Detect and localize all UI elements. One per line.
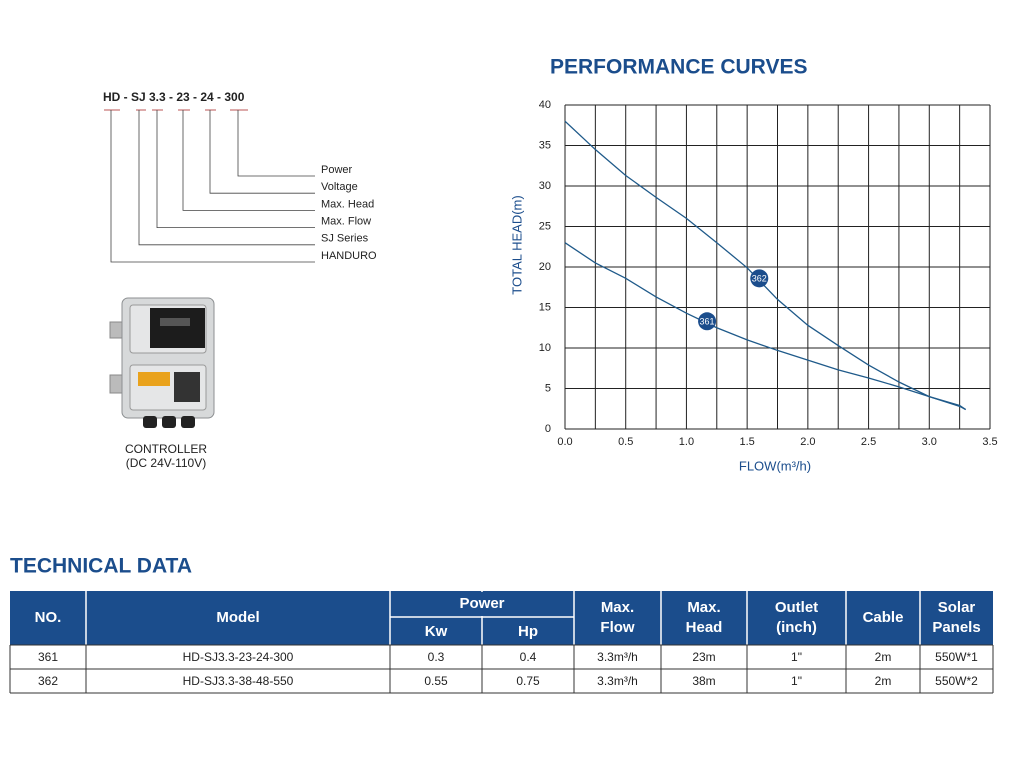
model-part-label: Voltage [321,181,358,193]
table-header: Solar [938,599,976,616]
table-cell: 2m [875,650,892,664]
model-part-label: HANDURO [321,250,377,262]
table-header: Power [459,595,504,612]
curve [564,120,967,411]
table-cell: 23m [692,650,715,664]
table-cell: 3.3m³/h [597,650,638,664]
model-part-label: Power [321,164,353,176]
y-tick-label: 0 [545,423,551,435]
table-header: Cable [863,609,904,626]
header-cover [481,592,483,616]
y-tick-label: 15 [539,301,551,313]
controller-caption: (DC 24V-110V) [126,456,206,470]
table-header: NO. [35,609,62,626]
table-header: Max. [601,599,634,616]
curve-marker [698,312,717,331]
y-tick-label: 5 [545,382,551,394]
table-cell: 0.75 [516,674,540,688]
table-header: Head [686,619,723,636]
table-cell: 361 [38,650,58,664]
table-header: Outlet [775,599,818,616]
curve-label: 361 [700,317,715,327]
table-cell: 362 [38,674,58,688]
x-tick-label: 0.0 [557,436,572,448]
y-tick-label: 10 [539,342,551,354]
x-tick-label: 3.5 [982,436,997,448]
connector [209,110,315,194]
y-tick-label: 40 [539,99,551,111]
table-cell: 0.55 [424,674,448,688]
curve-label: 362 [752,274,767,284]
table-cell: 0.4 [520,650,537,664]
table-title: TECHNICAL DATA [10,555,192,578]
controller-caption: CONTROLLER [125,442,207,456]
chart-title: PERFORMANCE CURVES [550,56,807,79]
connector [182,110,315,211]
x-tick-label: 1.0 [679,436,694,448]
curve-marker [750,269,769,288]
x-tick-label: 0.5 [618,436,633,448]
table-cell: HD-SJ3.3-23-24-300 [183,650,294,664]
y-tick-label: 30 [539,180,551,192]
connector [237,110,315,177]
x-tick-label: 2.0 [800,436,815,448]
table-header: Model [216,609,259,626]
table-header: Panels [932,619,980,636]
table-cell: HD-SJ3.3-38-48-550 [183,674,294,688]
model-part-label: Max. Head [321,198,374,210]
x-axis-label: FLOW(m³/h) [739,458,811,473]
x-tick-label: 2.5 [861,436,876,448]
table-header: Max. [687,599,720,616]
table-header-bg [10,591,993,645]
table-header: (inch) [776,619,817,636]
model-part-label: Max. Flow [321,216,371,228]
table-cell: 2m [875,674,892,688]
x-tick-label: 1.5 [739,436,754,448]
table-header: Kw [425,623,448,640]
table-cell: 1" [791,674,802,688]
curve [564,242,967,411]
table-cell: 0.3 [428,650,445,664]
y-tick-label: 35 [539,139,551,151]
controller-image [109,297,215,428]
model-part-label: SJ Series [321,233,369,245]
table-header: Hp [518,623,538,640]
table-cell: 3.3m³/h [597,674,638,688]
y-tick-label: 20 [539,261,551,273]
connector [138,110,315,246]
model-code: HD - SJ 3.3 - 23 - 24 - 300 [103,90,245,104]
y-axis-label: TOTAL HEAD(m) [509,195,524,294]
table-cell: 1" [791,650,802,664]
y-tick-label: 25 [539,220,551,232]
connector [156,110,315,229]
table-cell: 550W*1 [935,650,978,664]
x-tick-label: 3.0 [922,436,937,448]
table-header: Flow [600,619,634,636]
connector [110,110,315,263]
table-cell: 550W*2 [935,674,978,688]
table-cell: 38m [692,674,715,688]
